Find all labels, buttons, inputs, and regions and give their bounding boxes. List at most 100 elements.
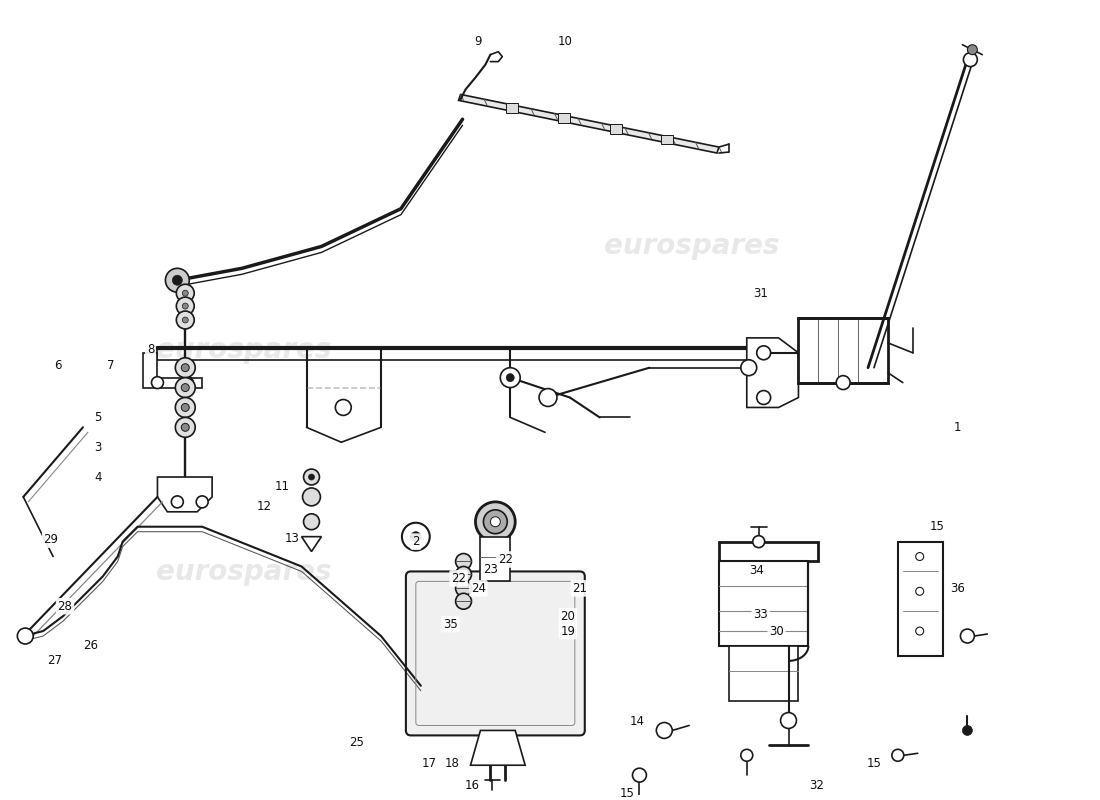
Text: 32: 32: [808, 778, 824, 792]
Circle shape: [182, 364, 189, 372]
Circle shape: [757, 390, 771, 405]
Circle shape: [960, 629, 975, 643]
Bar: [799, 318, 888, 382]
Circle shape: [304, 514, 319, 530]
Polygon shape: [747, 338, 799, 407]
Circle shape: [176, 284, 195, 302]
Text: 11: 11: [274, 481, 289, 494]
Text: eurospares: eurospares: [156, 336, 332, 364]
Circle shape: [781, 713, 796, 729]
Text: 25: 25: [349, 736, 364, 749]
Circle shape: [632, 768, 647, 782]
Bar: [729, 646, 799, 701]
Text: 15: 15: [620, 786, 635, 799]
Bar: [558, 114, 570, 123]
Polygon shape: [301, 537, 321, 551]
Bar: [898, 542, 943, 656]
Circle shape: [915, 587, 924, 595]
Text: 20: 20: [561, 610, 575, 622]
Circle shape: [740, 360, 757, 376]
Circle shape: [411, 532, 421, 542]
Circle shape: [892, 750, 904, 762]
Circle shape: [176, 297, 195, 315]
Bar: [719, 542, 818, 562]
Circle shape: [455, 566, 472, 582]
Circle shape: [915, 553, 924, 561]
Polygon shape: [157, 477, 212, 512]
Circle shape: [836, 376, 850, 390]
Text: 35: 35: [443, 618, 458, 630]
Text: 10: 10: [558, 35, 572, 48]
Text: 18: 18: [446, 757, 460, 770]
Circle shape: [172, 496, 184, 508]
Circle shape: [336, 399, 351, 415]
Text: 21: 21: [572, 582, 587, 595]
Circle shape: [506, 374, 514, 382]
Circle shape: [165, 268, 189, 292]
Polygon shape: [471, 730, 525, 766]
Circle shape: [757, 346, 771, 360]
Circle shape: [539, 389, 557, 406]
Circle shape: [183, 303, 188, 309]
Bar: [506, 103, 518, 113]
Circle shape: [455, 580, 472, 596]
Circle shape: [182, 423, 189, 431]
Circle shape: [657, 722, 672, 738]
Text: 7: 7: [107, 359, 114, 372]
Circle shape: [491, 517, 501, 526]
Circle shape: [964, 53, 977, 66]
Polygon shape: [143, 353, 202, 387]
Bar: [481, 537, 510, 582]
Text: 31: 31: [754, 286, 768, 300]
FancyBboxPatch shape: [406, 571, 585, 735]
Circle shape: [962, 726, 972, 735]
Circle shape: [304, 469, 319, 485]
Circle shape: [967, 45, 977, 54]
Circle shape: [915, 627, 924, 635]
Circle shape: [752, 536, 764, 547]
Circle shape: [176, 311, 195, 329]
Text: 3: 3: [95, 441, 101, 454]
Text: 9: 9: [475, 35, 482, 48]
Text: eurospares: eurospares: [604, 233, 780, 261]
Circle shape: [183, 290, 188, 296]
Bar: [609, 124, 622, 134]
Circle shape: [455, 594, 472, 609]
Circle shape: [308, 474, 315, 480]
Circle shape: [302, 488, 320, 506]
Circle shape: [740, 750, 752, 762]
Circle shape: [500, 368, 520, 387]
Circle shape: [455, 554, 472, 570]
Text: 26: 26: [84, 639, 98, 653]
Circle shape: [175, 418, 195, 438]
Text: 30: 30: [769, 625, 784, 638]
Text: 1: 1: [954, 421, 961, 434]
Text: 34: 34: [749, 564, 764, 577]
Circle shape: [152, 377, 164, 389]
Text: 2: 2: [412, 535, 419, 548]
Text: 16: 16: [465, 778, 480, 792]
Text: 24: 24: [471, 582, 486, 595]
Text: 15: 15: [867, 757, 881, 770]
Circle shape: [18, 628, 33, 644]
Text: 23: 23: [483, 563, 498, 576]
Circle shape: [475, 502, 515, 542]
Circle shape: [196, 496, 208, 508]
Text: eurospares: eurospares: [156, 558, 332, 586]
Text: 5: 5: [95, 411, 101, 424]
Circle shape: [182, 403, 189, 411]
Text: 19: 19: [560, 625, 575, 638]
Text: 29: 29: [44, 533, 58, 546]
Text: 17: 17: [421, 757, 437, 770]
Text: 13: 13: [284, 532, 299, 545]
Text: 8: 8: [146, 343, 154, 356]
Text: 33: 33: [754, 608, 768, 621]
Circle shape: [175, 358, 195, 378]
Bar: [661, 134, 673, 145]
Text: 12: 12: [256, 500, 272, 514]
Text: 22: 22: [498, 553, 513, 566]
Text: 27: 27: [47, 654, 63, 667]
Text: 36: 36: [950, 582, 965, 595]
Polygon shape: [459, 94, 719, 153]
Circle shape: [175, 378, 195, 398]
